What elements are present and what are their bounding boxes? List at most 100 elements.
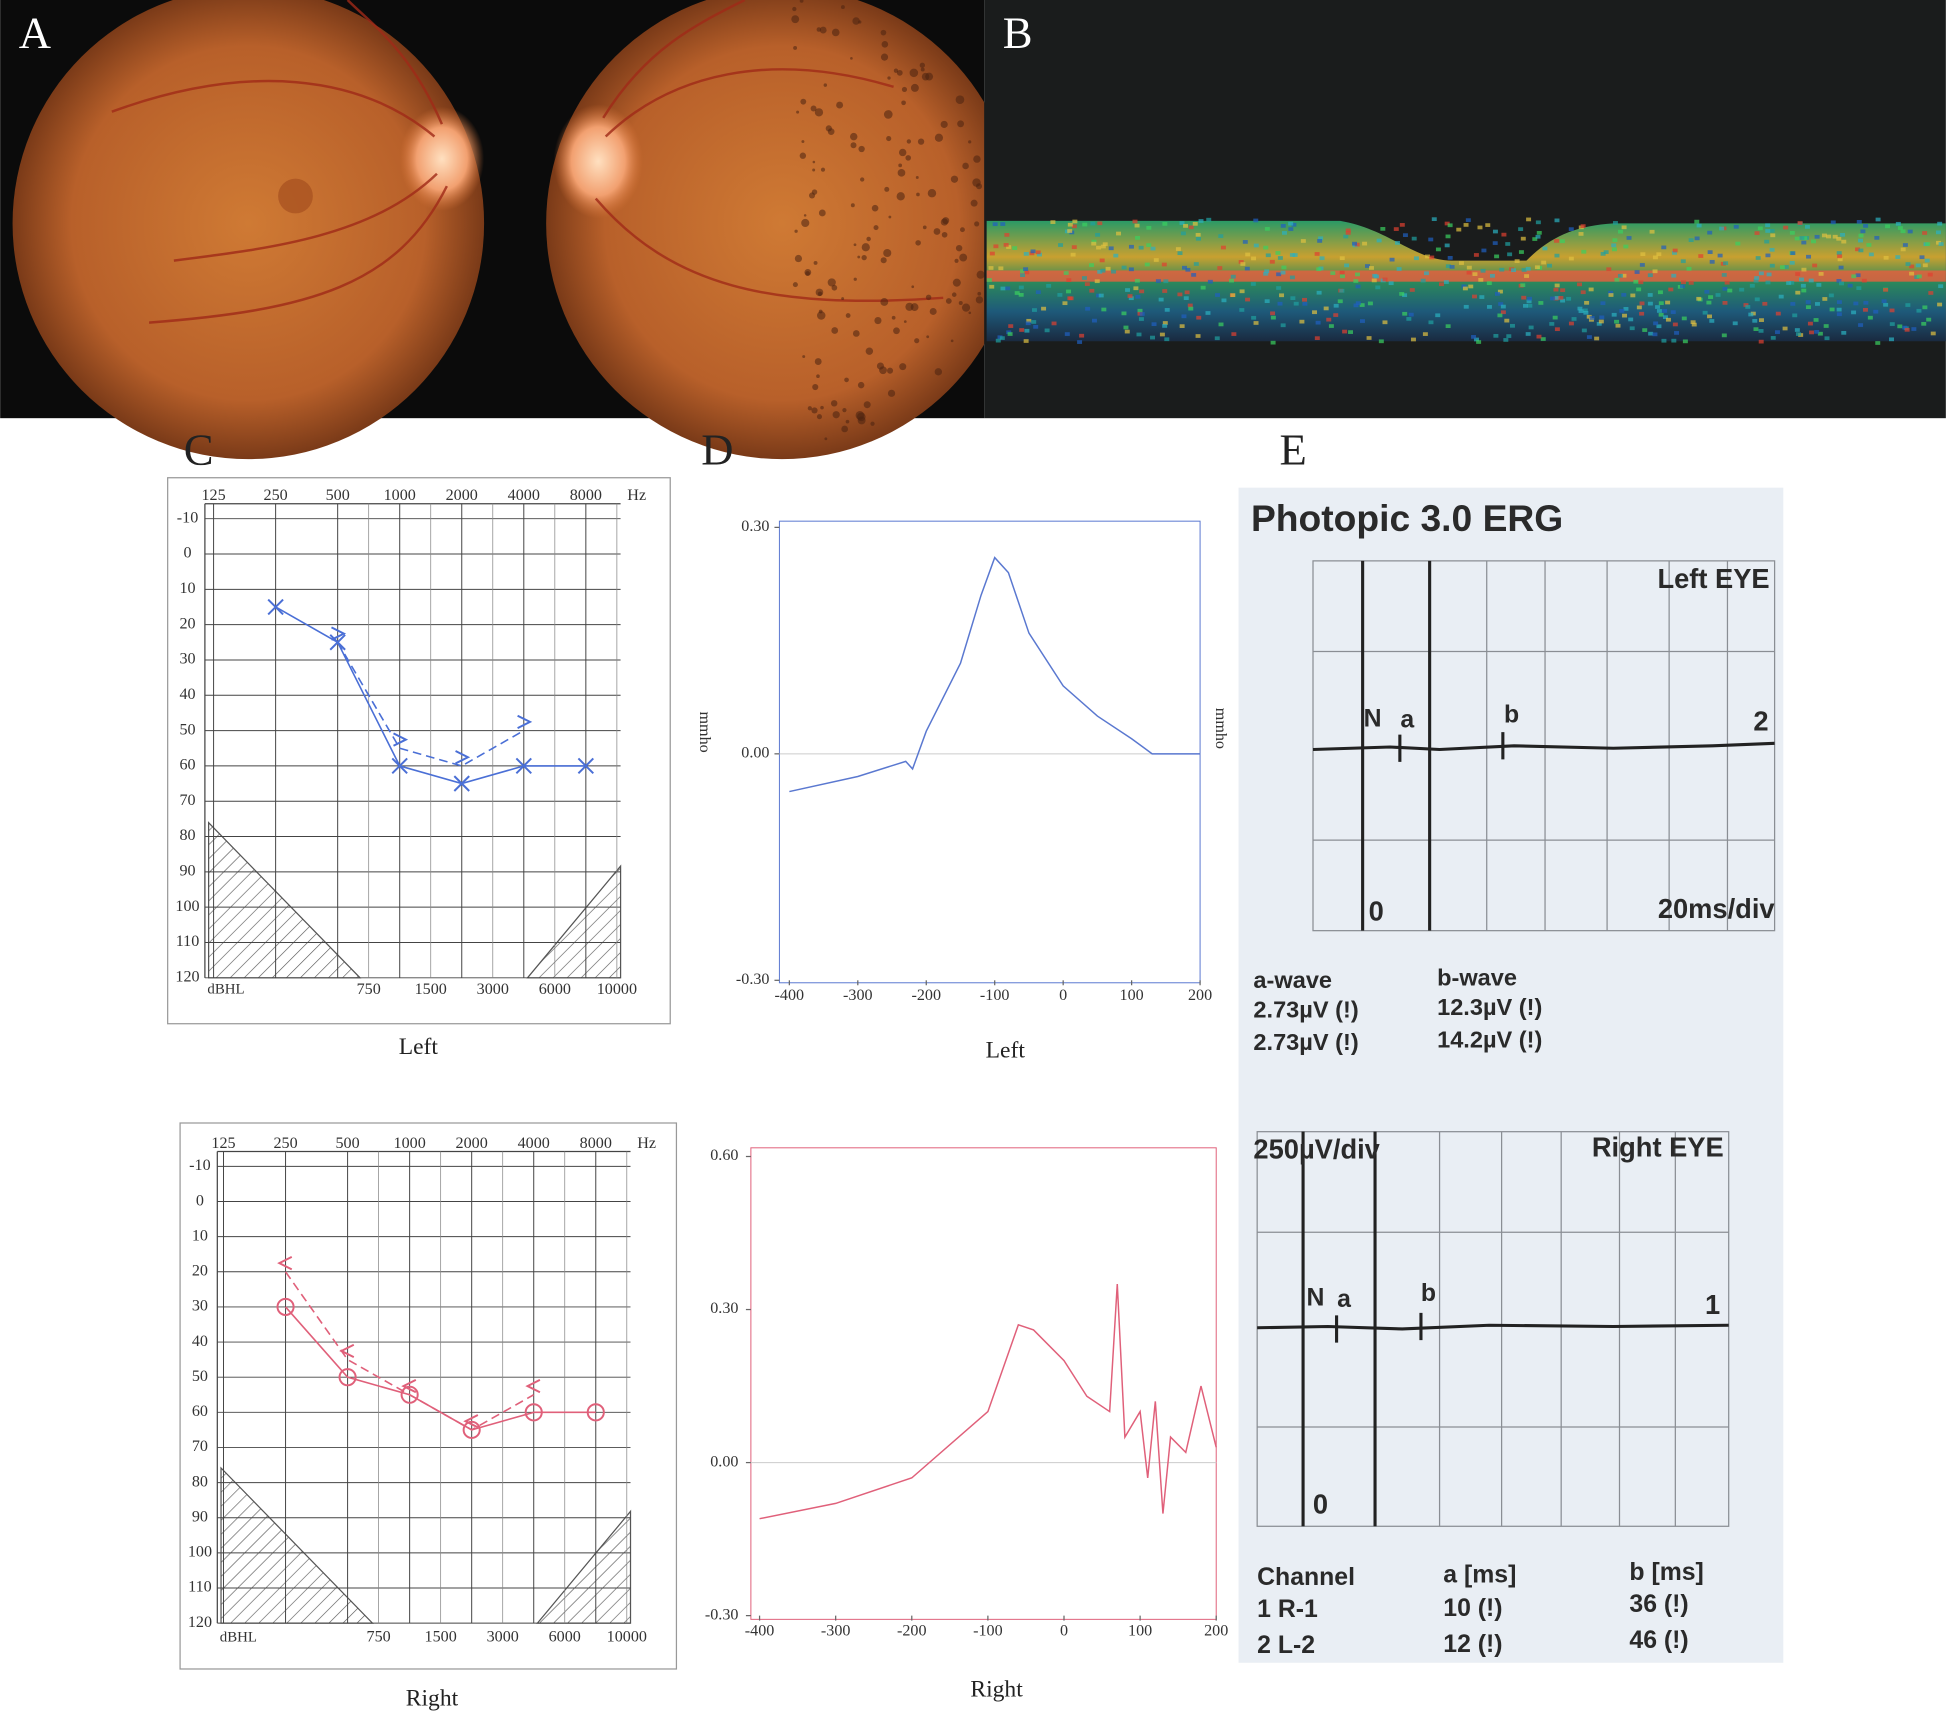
oct-speckle-dot — [1883, 255, 1889, 260]
pigment-dot — [968, 311, 972, 315]
oct-speckle-dot — [1636, 287, 1642, 292]
audiogram: -10 0 10 20 30 40 50 60 70 80 90 100 110 120 125 250 500… — [167, 477, 671, 1060]
oct-speckle-dot — [1239, 308, 1245, 312]
oct-speckle-dot — [1628, 317, 1634, 322]
oct-speckle-dot — [1144, 262, 1150, 267]
vessels — [594, 0, 944, 303]
oct-speckle-dot — [1858, 248, 1864, 253]
pigment-dot — [793, 45, 798, 50]
oct-speckle-dot — [1345, 228, 1351, 233]
oct-speckle-dot — [1067, 222, 1073, 227]
pigment-dot — [810, 105, 817, 112]
oct-speckle-dot — [1686, 266, 1692, 271]
oct-speckle-dot — [1342, 329, 1348, 334]
x-unit: Hz — [637, 1135, 656, 1152]
oct-speckle-dot — [1526, 299, 1532, 304]
oct-speckle-dot — [1136, 332, 1142, 337]
oct-speckle-dot — [1293, 301, 1299, 306]
pigment-dot — [844, 377, 849, 383]
oct-speckle-dot — [1018, 285, 1024, 290]
oct-speckle-dot — [1396, 267, 1402, 271]
x-minor-label: 6000 — [539, 981, 571, 998]
oct-speckle-dot — [1501, 232, 1507, 237]
x-tick-label: -400 — [775, 987, 805, 1004]
oct-speckle-dot — [1926, 317, 1932, 322]
oct-rpe — [986, 270, 1946, 282]
oct-speckle-dot — [1608, 290, 1614, 295]
pigment-dot — [976, 270, 985, 279]
oct-speckle-dot — [1795, 332, 1801, 336]
oct-speckle-dot — [1639, 263, 1645, 267]
oct-speckle-dot — [1546, 263, 1552, 268]
oct-speckle-dot — [1116, 231, 1122, 236]
oct-speckle-dot — [1353, 303, 1359, 308]
oct-speckle-dot — [1867, 315, 1873, 320]
oct-speckle-dot — [1366, 336, 1372, 340]
oct-speckle-dot — [1836, 312, 1842, 317]
oct-speckle-dot — [1634, 270, 1640, 274]
pigment-dot — [827, 278, 836, 287]
oct-speckle-dot — [1596, 321, 1602, 326]
oct-speckle-dot — [1326, 317, 1332, 322]
oct-speckle-dot — [1389, 257, 1395, 262]
oct-speckle-dot — [1553, 287, 1559, 292]
oct-speckle-dot — [1598, 319, 1604, 324]
pigment-dot — [901, 86, 908, 93]
oct-speckle-dot — [998, 266, 1004, 271]
pigment-dot — [818, 309, 823, 314]
oct-speckle-dot — [1778, 294, 1784, 299]
pigment-dot — [858, 145, 865, 153]
pigment-dot — [820, 405, 824, 410]
oct-speckle-dot — [1679, 284, 1685, 289]
oct-speckle-dot — [1314, 252, 1320, 256]
x-tick-label: 250 — [273, 1135, 297, 1152]
oct-speckle-dot — [1264, 269, 1270, 274]
pigment-dot — [880, 29, 887, 36]
oct-speckle-dot — [1359, 303, 1365, 307]
pigment-dot — [901, 100, 906, 106]
oct-speckle-dot — [1337, 299, 1343, 304]
caption: Left — [986, 1038, 1026, 1064]
marker — [462, 1420, 481, 1439]
oct-speckle-dot — [1214, 336, 1220, 341]
pigment-dot — [813, 260, 818, 265]
oct-speckle-dot — [1853, 301, 1859, 306]
oct-speckle-dot — [1619, 309, 1625, 313]
oct-speckle-dot — [1395, 241, 1400, 245]
oct-speckle-dot — [1449, 265, 1455, 269]
oct-speckle-dot — [1195, 334, 1201, 338]
oct-speckle-dot — [1035, 250, 1041, 255]
oct-speckle-dot — [1694, 219, 1700, 224]
pigment-dot — [861, 254, 867, 261]
oct-speckle-dot — [1352, 241, 1357, 246]
oct-speckle-dot — [1765, 253, 1771, 258]
oct-speckle-dot — [1599, 315, 1605, 320]
oct-speckle-dot — [1755, 256, 1761, 260]
erg-title: Photopic 3.0 ERG — [1251, 497, 1563, 539]
oct-speckle-dot — [1566, 296, 1572, 301]
oct-speckle-dot — [1836, 251, 1842, 255]
oct-speckle-dot — [1095, 232, 1101, 237]
oct-speckle-dot — [1780, 265, 1785, 269]
oct-speckle-dot — [1765, 223, 1771, 228]
oct-speckle-dot — [1813, 318, 1819, 322]
oct-speckle-dot — [1902, 325, 1908, 330]
oct-speckle-dot — [1353, 279, 1359, 283]
oct-speckle-dot — [1414, 256, 1419, 261]
oct-speckle-dot — [1514, 259, 1520, 263]
oct-speckle-dot — [1653, 321, 1659, 326]
oct-speckle-dot — [1750, 311, 1756, 316]
oct-speckle-dot — [1794, 236, 1800, 241]
oct-speckle-dot — [1674, 331, 1680, 335]
pigment-dot — [898, 163, 903, 168]
x-tick-label: 1000 — [384, 487, 416, 504]
oct-speckle-dot — [1423, 271, 1429, 276]
table-header: a [ms] — [1443, 1561, 1516, 1588]
oct-speckle-dot — [1639, 301, 1645, 306]
marker-label: a — [1400, 706, 1414, 733]
pigment-dot — [855, 411, 865, 420]
panel-label: C — [184, 424, 214, 474]
oct-speckle-dot — [1800, 283, 1806, 288]
oct-speckle-dot — [1355, 301, 1361, 305]
oct-speckle-dot — [1133, 286, 1139, 291]
